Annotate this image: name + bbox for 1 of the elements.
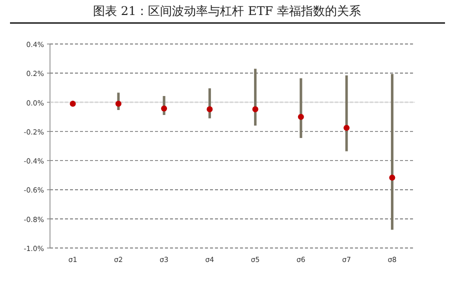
- chart-title: 图表 21：区间波动率与杠杆 ETF 幸福指数的关系: [93, 4, 361, 18]
